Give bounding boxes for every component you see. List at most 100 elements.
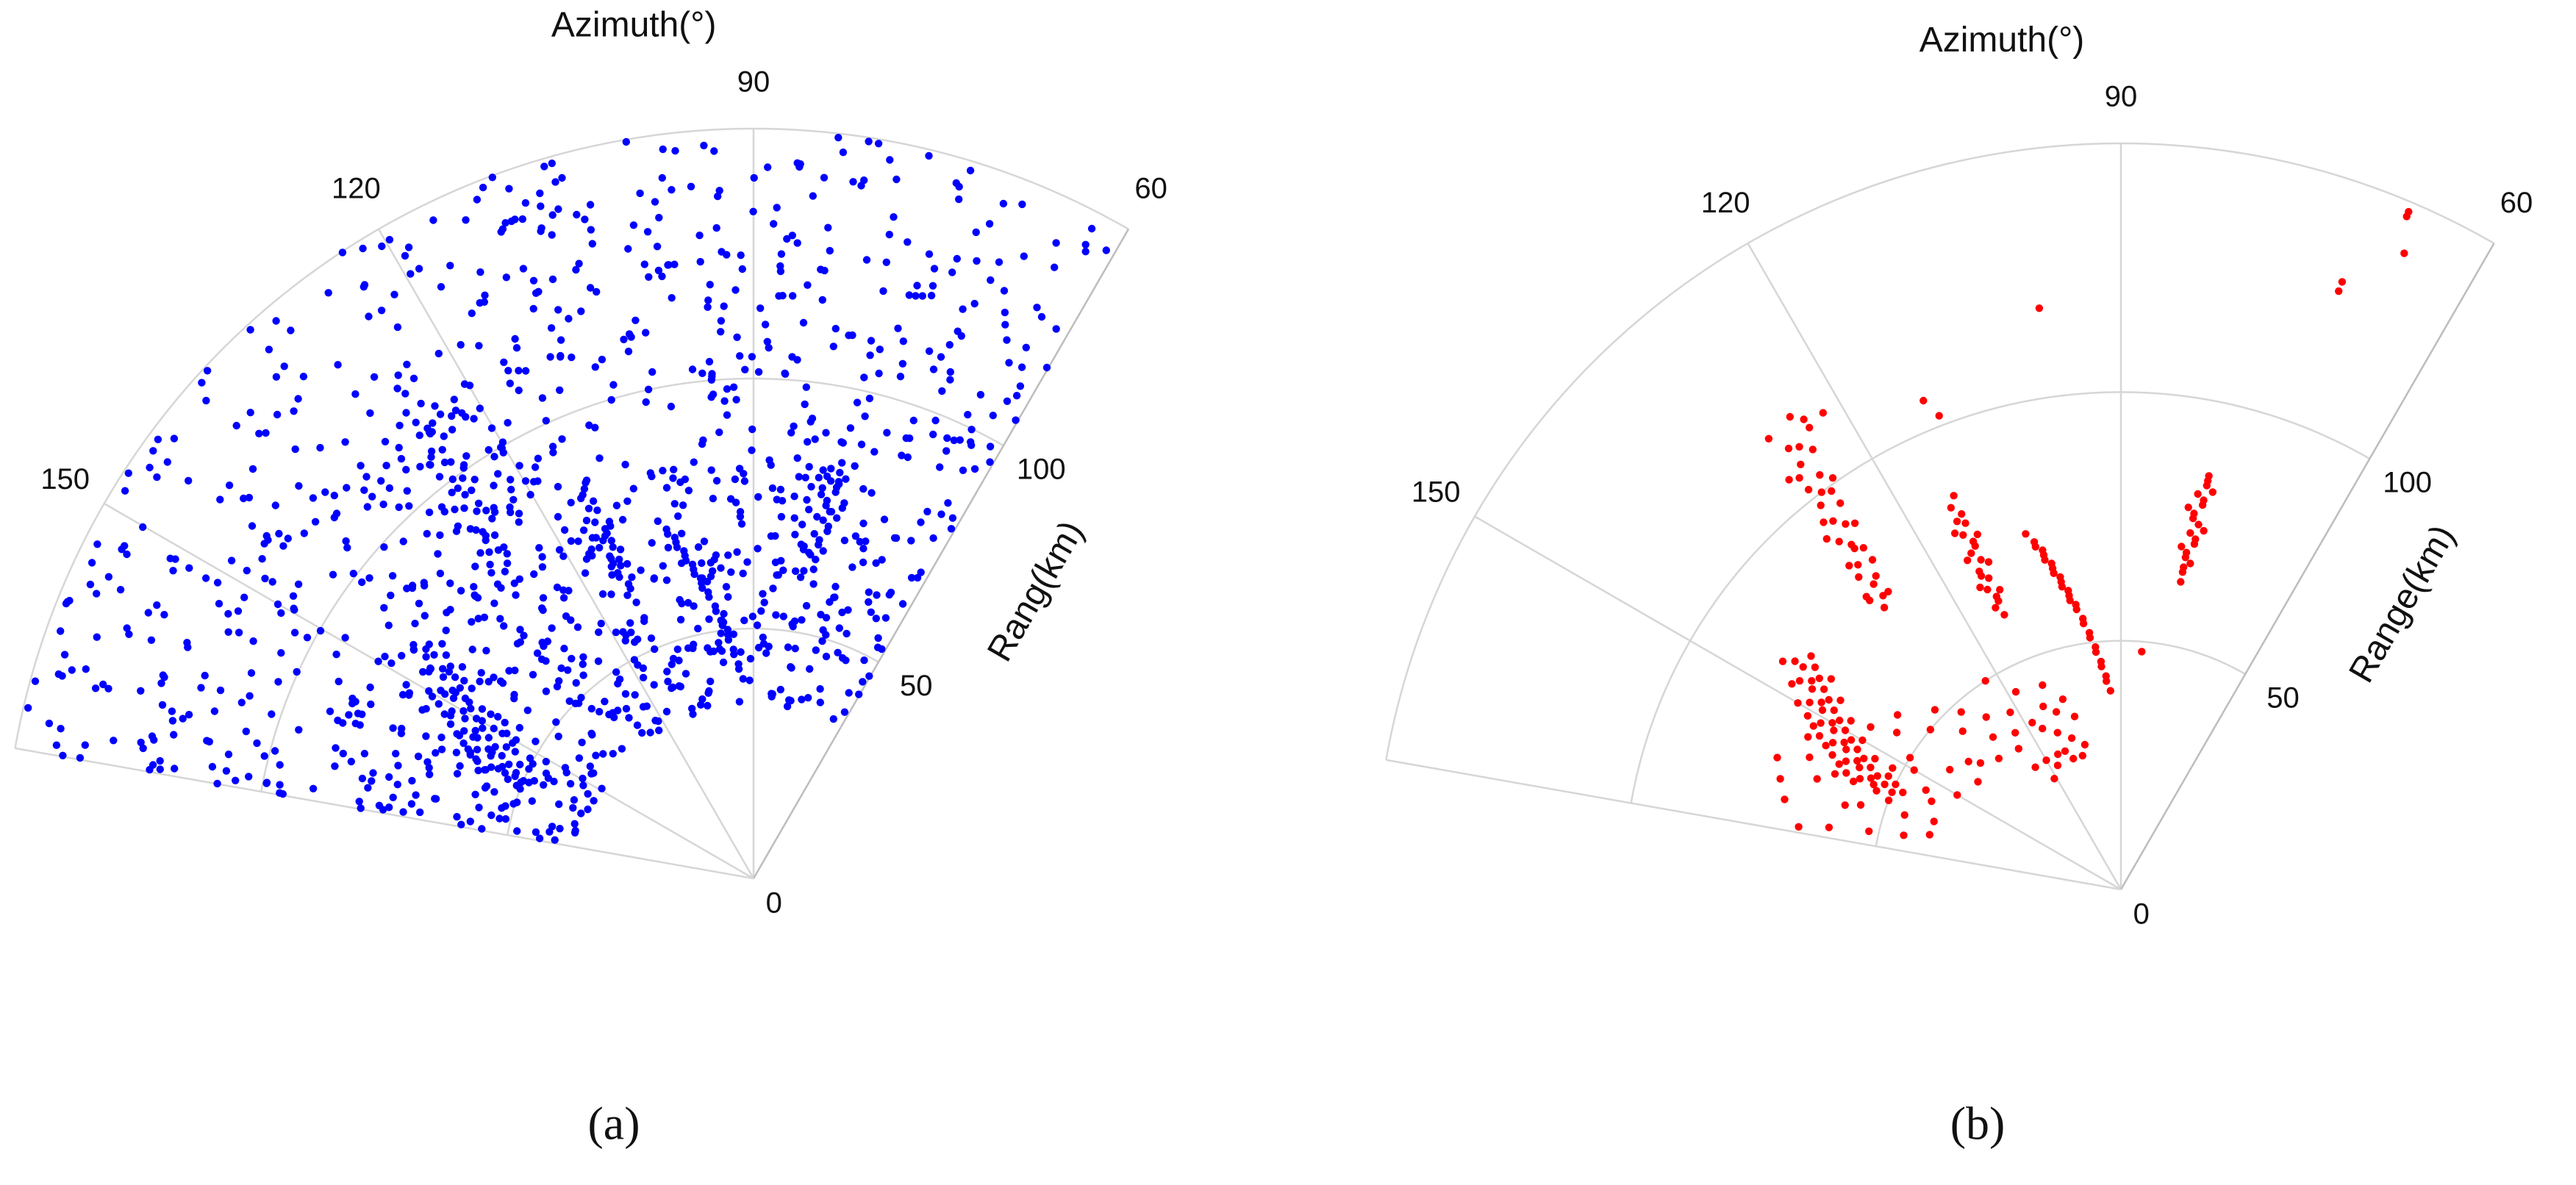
data-point: [824, 522, 833, 531]
data-point: [617, 562, 625, 570]
data-point: [411, 620, 419, 628]
data-point: [573, 623, 582, 631]
data-point: [535, 544, 543, 552]
data-point: [784, 643, 793, 651]
data-point: [989, 412, 998, 420]
data-point: [904, 238, 912, 246]
data-point: [179, 715, 187, 723]
data-point: [2054, 750, 2062, 759]
data-point: [341, 634, 349, 642]
data-point: [326, 707, 334, 715]
data-point: [624, 347, 633, 356]
data-point: [664, 543, 673, 552]
data-point: [1880, 604, 1889, 612]
data-point: [169, 567, 177, 575]
data-point: [490, 724, 498, 733]
data-point: [548, 275, 557, 284]
data-point: [479, 183, 487, 192]
data-point: [246, 692, 254, 700]
data-point: [750, 173, 758, 182]
data-point: [694, 543, 703, 551]
data-point: [1928, 797, 1936, 806]
data-point: [803, 495, 811, 504]
data-point: [487, 752, 495, 760]
data-point: [973, 257, 981, 265]
data-point: [892, 534, 901, 543]
data-point: [430, 651, 438, 659]
data-point: [438, 640, 446, 648]
data-point: [495, 815, 504, 823]
data-point: [523, 706, 532, 715]
data-point: [272, 373, 281, 381]
data-point: [210, 707, 219, 715]
data-point: [276, 761, 284, 769]
data-point: [185, 711, 193, 719]
data-point: [277, 649, 285, 657]
data-point: [629, 221, 638, 229]
data-point: [802, 601, 811, 610]
data-point: [426, 429, 434, 438]
data-point: [509, 495, 518, 504]
data-point: [796, 573, 805, 581]
data-point: [572, 265, 580, 274]
data-point: [521, 367, 530, 375]
data-point: [873, 591, 881, 599]
data-point: [1856, 763, 1864, 772]
data-point: [1825, 695, 1833, 704]
data-point: [836, 468, 844, 477]
data-point: [550, 777, 558, 786]
data-point: [787, 429, 795, 437]
data-point: [520, 631, 528, 640]
data-point: [511, 748, 519, 756]
data-point: [295, 481, 303, 490]
data-point: [862, 537, 870, 545]
data-point: [724, 551, 732, 559]
data-point: [216, 495, 224, 504]
data-point: [540, 781, 548, 790]
data-point: [449, 694, 458, 702]
data-point: [124, 469, 132, 477]
data-point: [358, 774, 367, 783]
data-point: [2058, 695, 2067, 704]
data-point: [1825, 823, 1833, 831]
data-point: [804, 281, 812, 289]
data-point: [1884, 796, 1893, 805]
data-point: [515, 518, 523, 526]
data-point: [754, 493, 762, 501]
data-point: [1784, 444, 1793, 453]
data-point: [1892, 728, 1901, 737]
data-point: [2056, 573, 2064, 581]
data-point: [1985, 574, 1993, 582]
data-point: [590, 797, 598, 805]
data-point: [534, 287, 543, 296]
data-point: [65, 596, 74, 605]
data-point: [856, 537, 864, 546]
data-point: [637, 566, 645, 574]
data-point: [393, 323, 402, 332]
data-point: [609, 543, 617, 551]
data-point: [1870, 781, 1878, 789]
data-point: [451, 673, 459, 681]
data-point: [923, 507, 931, 516]
data-point: [681, 556, 690, 565]
data-point: [446, 579, 454, 587]
data-point: [2194, 520, 2203, 529]
data-point: [232, 421, 240, 430]
data-point: [822, 614, 831, 622]
data-point: [754, 368, 763, 376]
data-point: [970, 465, 979, 473]
data-point: [1816, 470, 1824, 479]
data-point: [582, 479, 590, 487]
data-point: [938, 387, 946, 395]
data-point: [1012, 416, 1020, 424]
range-tick-label: 50: [2266, 682, 2300, 715]
data-point: [793, 159, 801, 167]
data-point: [2072, 601, 2080, 609]
data-point: [521, 198, 530, 207]
data-point: [571, 826, 579, 835]
data-point: [1817, 501, 1825, 509]
data-point: [879, 287, 887, 296]
data-point: [621, 690, 630, 698]
data-point: [440, 432, 448, 440]
data-point: [235, 629, 243, 637]
